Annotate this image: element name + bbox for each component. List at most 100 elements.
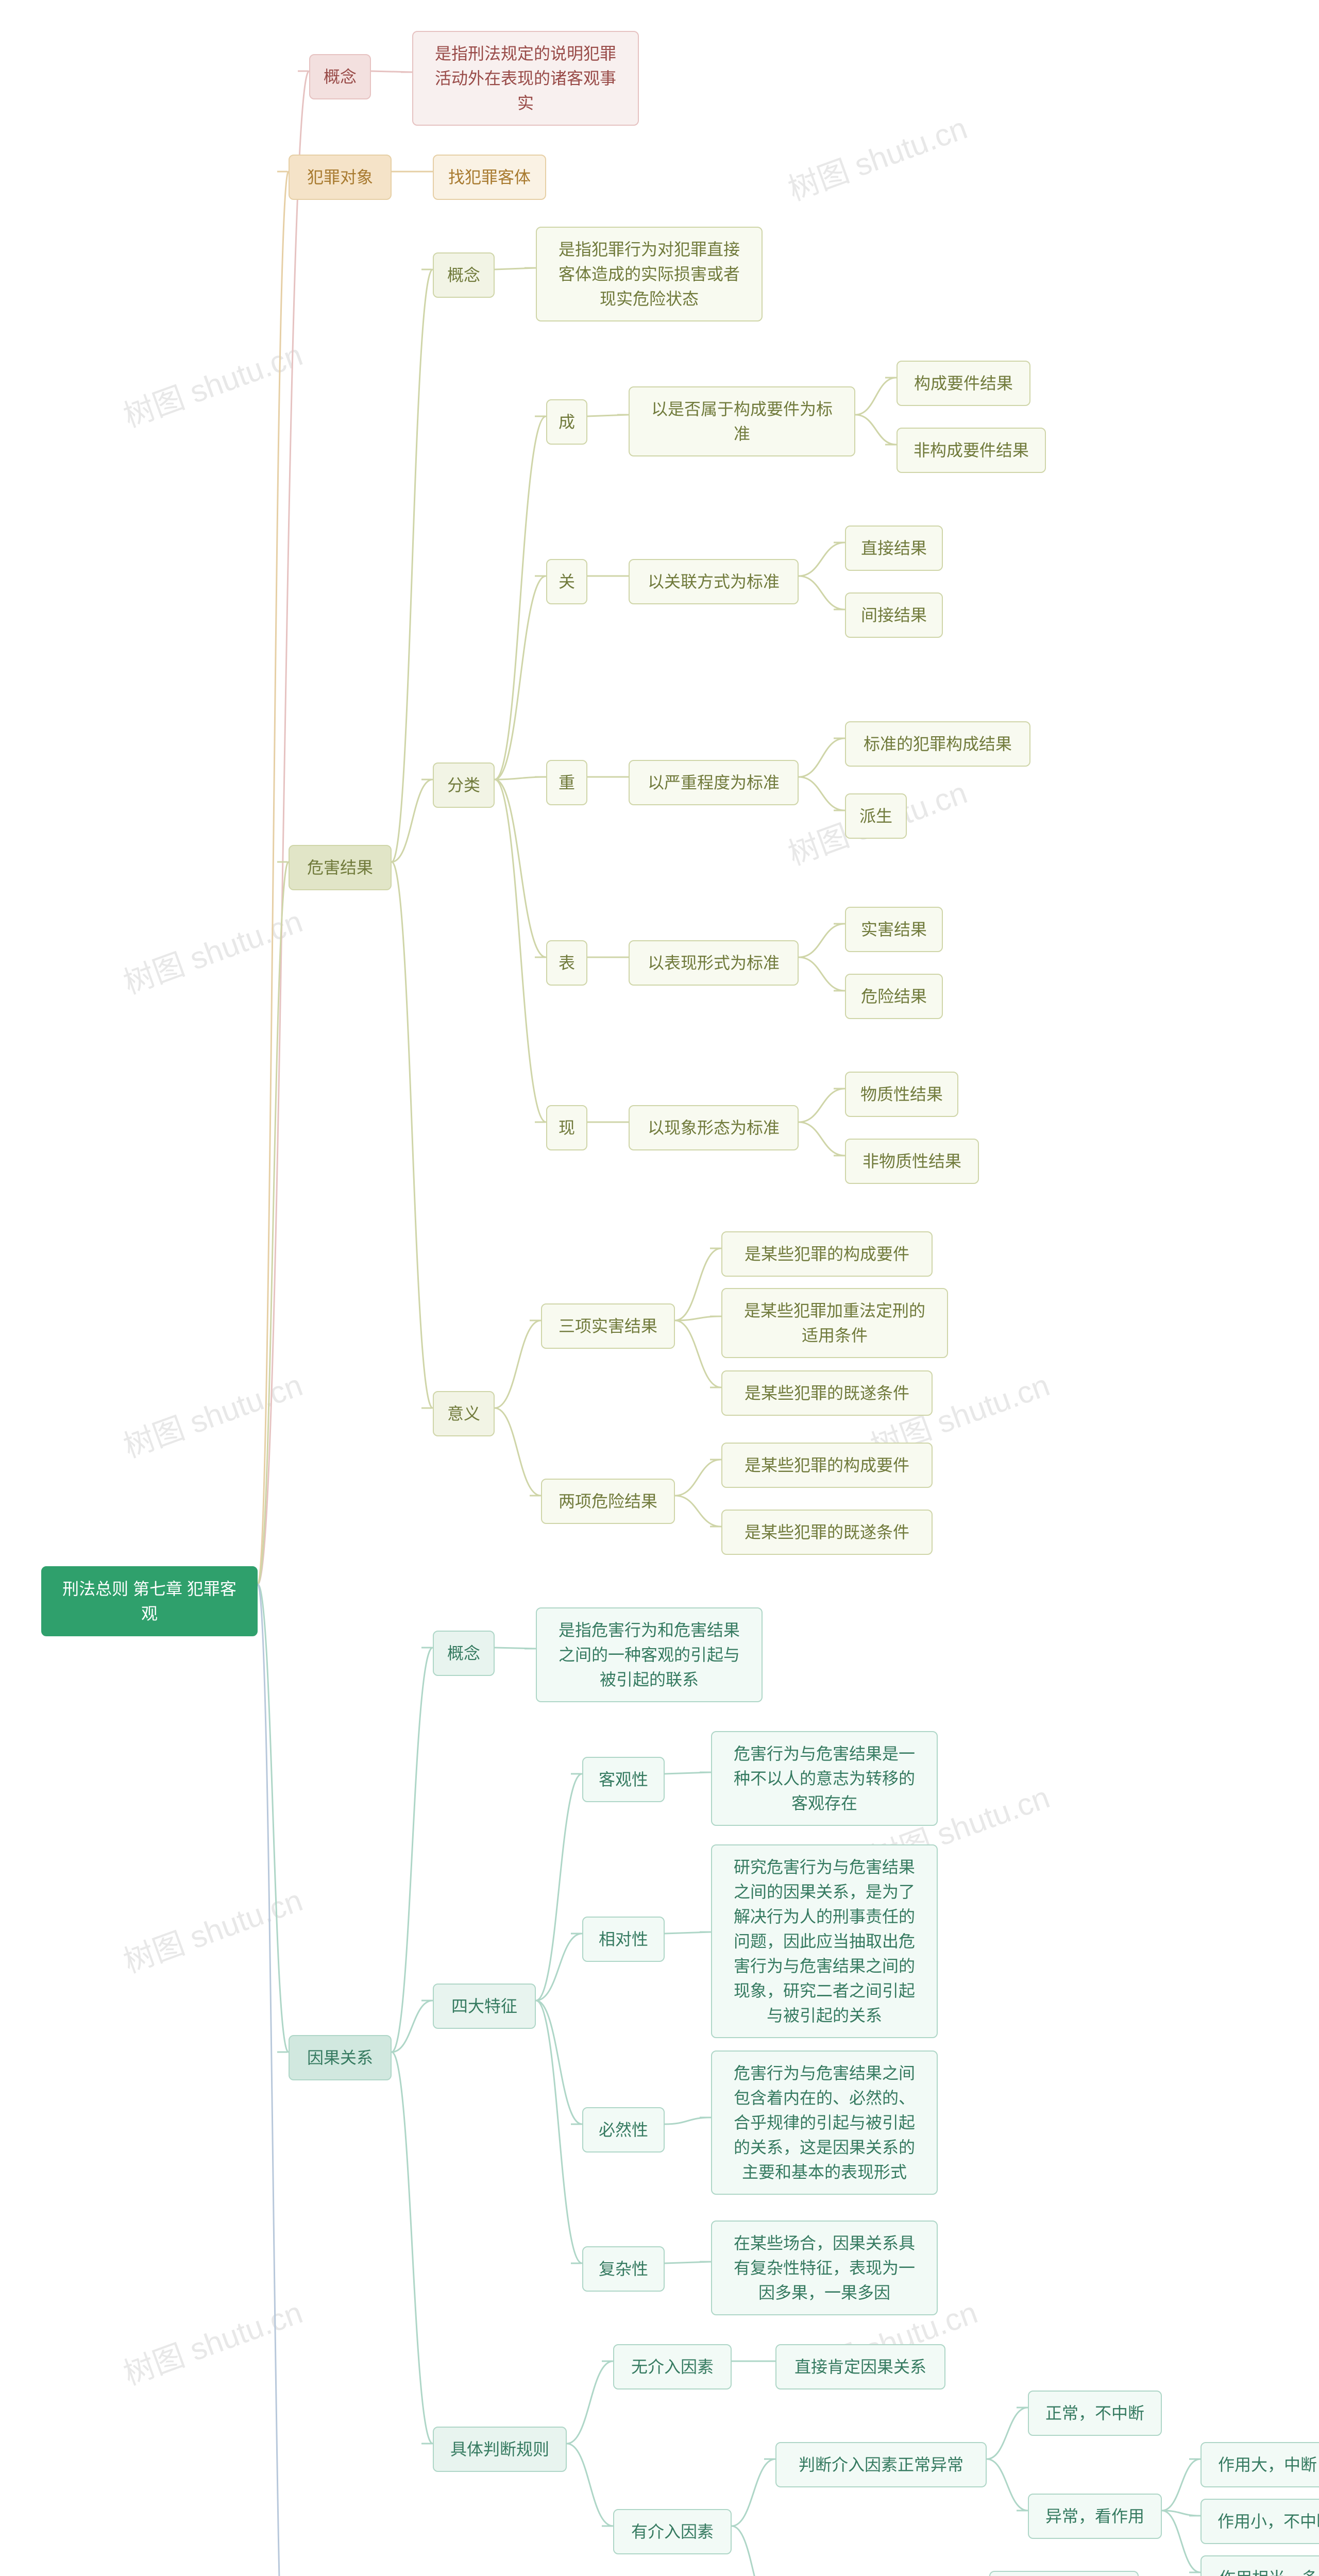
node-n3b4a1[interactable]: 实害结果 xyxy=(845,907,943,952)
node-n3b1a[interactable]: 以是否属于构成要件为标 准 xyxy=(629,386,855,456)
connector xyxy=(1162,2511,1200,2516)
node-n4b1a[interactable]: 危害行为与危害结果是一 种不以人的意志为转移的 客观存在 xyxy=(711,1731,938,1826)
node-n2a[interactable]: 找犯罪客体 xyxy=(433,155,546,200)
node-n4c2b1[interactable]: 自然事件看概率 xyxy=(989,2571,1139,2576)
connector xyxy=(392,862,433,1408)
node-n3c2a[interactable]: 是某些犯罪的构成要件 xyxy=(721,1443,933,1488)
node-n4c2a[interactable]: 判断介入因素正常异常 xyxy=(775,2442,987,2487)
node-n4c2a2c[interactable]: 作用相当，多因一果 xyxy=(1200,2555,1319,2576)
node-n3c2b[interactable]: 是某些犯罪的既遂条件 xyxy=(721,1510,933,1555)
connector xyxy=(536,2001,582,2263)
connector xyxy=(536,1934,582,2001)
node-n4c1[interactable]: 无介入因素 xyxy=(613,2344,732,2389)
node-n4b1[interactable]: 客观性 xyxy=(582,1757,665,1802)
node-n4c1a[interactable]: 直接肯定因果关系 xyxy=(775,2344,945,2389)
node-n3[interactable]: 危害结果 xyxy=(289,845,392,890)
connector xyxy=(675,1460,721,1496)
node-n4a[interactable]: 概念 xyxy=(433,1631,495,1676)
connector xyxy=(495,416,546,779)
node-n4b4a[interactable]: 在某些场合，因果关系具 有复杂性特征，表现为一 因多果，一果多因 xyxy=(711,2221,938,2315)
node-n1a[interactable]: 是指刑法规定的说明犯罪 活动外在表现的诸客观事 实 xyxy=(412,31,639,126)
connector xyxy=(987,2459,1028,2511)
watermark: 树图 shutu.cn xyxy=(116,2287,308,2394)
connector xyxy=(392,1648,433,2052)
node-n3c1b[interactable]: 是某些犯罪加重法定刑的 适用条件 xyxy=(721,1288,948,1358)
watermark: 树图 shutu.cn xyxy=(116,896,308,1003)
node-n4c2[interactable]: 有介入因素 xyxy=(613,2509,732,2554)
node-n4b2[interactable]: 相对性 xyxy=(582,1917,665,1962)
node-n4b3[interactable]: 必然性 xyxy=(582,2107,665,2153)
connector xyxy=(392,779,433,862)
connector xyxy=(799,576,845,609)
node-n3c1c[interactable]: 是某些犯罪的既遂条件 xyxy=(721,1370,933,1416)
node-n3b1a1[interactable]: 构成要件结果 xyxy=(897,361,1030,406)
root-node[interactable]: 刑法总则 第七章 犯罪客观 xyxy=(41,1566,258,1636)
node-n3c1[interactable]: 三项实害结果 xyxy=(541,1303,675,1349)
node-n3b3a[interactable]: 以严重程度为标准 xyxy=(629,760,799,805)
node-n4c2a2[interactable]: 异常，看作用 xyxy=(1028,2494,1162,2539)
connector xyxy=(587,415,629,416)
node-n3b2[interactable]: 关 xyxy=(546,559,587,604)
node-n4b3a[interactable]: 危害行为与危害结果之间 包含着内在的、必然的、 合乎规律的引起与被引起 的关系，… xyxy=(711,2050,938,2195)
node-n3b1[interactable]: 成 xyxy=(546,399,587,445)
connector xyxy=(675,1320,721,1387)
watermark: 树图 shutu.cn xyxy=(116,330,308,436)
connector xyxy=(536,2001,582,2124)
node-n3b[interactable]: 分类 xyxy=(433,762,495,808)
node-n3b4a[interactable]: 以表现形式为标准 xyxy=(629,940,799,986)
connector xyxy=(567,2361,613,2444)
node-n1[interactable]: 概念 xyxy=(309,54,371,99)
node-n3b1a2[interactable]: 非构成要件结果 xyxy=(897,428,1046,473)
node-n3c2[interactable]: 两项危险结果 xyxy=(541,1479,675,1524)
connector xyxy=(665,2262,711,2263)
connector xyxy=(799,777,845,810)
node-n4a1[interactable]: 是指危害行为和危害结果 之间的一种客观的引起与 被引起的联系 xyxy=(536,1607,763,1702)
node-n3b2a2[interactable]: 间接结果 xyxy=(845,592,943,638)
watermark: 树图 shutu.cn xyxy=(116,1360,308,1466)
connector xyxy=(495,268,536,269)
node-n3b3a1[interactable]: 标准的犯罪构成结果 xyxy=(845,721,1030,767)
node-n4c[interactable]: 具体判断规则 xyxy=(433,2427,567,2472)
node-n4[interactable]: 因果关系 xyxy=(289,2035,392,2080)
connector xyxy=(675,1248,721,1320)
node-n3b2a1[interactable]: 直接结果 xyxy=(845,526,943,571)
node-n3b3a2[interactable]: 派生 xyxy=(845,793,907,839)
node-n3b5a2[interactable]: 非物质性结果 xyxy=(845,1139,979,1184)
connector xyxy=(799,543,845,576)
node-n3a[interactable]: 概念 xyxy=(433,252,495,298)
connector xyxy=(495,777,546,779)
node-n3b5a1[interactable]: 物质性结果 xyxy=(845,1072,958,1117)
connector xyxy=(675,1496,721,1527)
connector xyxy=(495,779,546,1122)
connector xyxy=(665,2117,711,2124)
connector xyxy=(567,2444,613,2526)
node-n3c1a[interactable]: 是某些犯罪的构成要件 xyxy=(721,1231,933,1277)
connector xyxy=(855,378,897,415)
node-n3b2a[interactable]: 以关联方式为标准 xyxy=(629,559,799,604)
connector xyxy=(258,71,309,1584)
node-n3a1[interactable]: 是指犯罪行为对犯罪直接 客体造成的实际损害或者 现实危险状态 xyxy=(536,227,763,321)
node-n3b4[interactable]: 表 xyxy=(546,940,587,986)
node-n2[interactable]: 犯罪对象 xyxy=(289,155,392,200)
connector xyxy=(495,1320,541,1408)
connector xyxy=(732,2526,775,2576)
node-n3b3[interactable]: 重 xyxy=(546,760,587,805)
node-n3b5[interactable]: 现 xyxy=(546,1105,587,1150)
node-n4c2a2a[interactable]: 作用大，中断 xyxy=(1200,2442,1319,2487)
node-n4b2a[interactable]: 研究危害行为与危害结果 之间的因果关系，是为了 解决行为人的刑事责任的 问题，因… xyxy=(711,1844,938,2038)
connector xyxy=(855,415,897,445)
connector xyxy=(665,1932,711,1934)
connector xyxy=(799,1122,845,1156)
node-n4b4[interactable]: 复杂性 xyxy=(582,2246,665,2292)
watermark: 树图 shutu.cn xyxy=(116,1875,308,1981)
node-n4c2a1[interactable]: 正常，不中断 xyxy=(1028,2391,1162,2436)
node-n3b4a2[interactable]: 危险结果 xyxy=(845,974,943,1019)
node-n4c2a2b[interactable]: 作用小，不中断 xyxy=(1200,2499,1319,2544)
connector xyxy=(732,2459,775,2526)
connector xyxy=(799,1089,845,1122)
node-n3c[interactable]: 意义 xyxy=(433,1391,495,1436)
node-n4b[interactable]: 四大特征 xyxy=(433,1984,536,2029)
connector xyxy=(258,172,289,1584)
connector xyxy=(392,269,433,862)
node-n3b5a[interactable]: 以现象形态为标准 xyxy=(629,1105,799,1150)
